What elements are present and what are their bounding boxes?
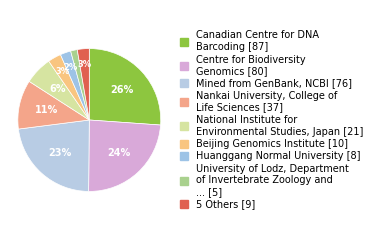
Legend: Canadian Centre for DNA
Barcoding [87], Centre for Biodiversity
Genomics [80], M: Canadian Centre for DNA Barcoding [87], … — [180, 30, 364, 210]
Text: 23%: 23% — [48, 148, 71, 158]
Text: 24%: 24% — [108, 148, 131, 157]
Text: 11%: 11% — [35, 105, 58, 115]
Wedge shape — [77, 48, 89, 120]
Text: 26%: 26% — [110, 85, 133, 95]
Wedge shape — [29, 61, 89, 120]
Wedge shape — [19, 120, 89, 192]
Text: 6%: 6% — [49, 84, 66, 94]
Wedge shape — [71, 50, 89, 120]
Wedge shape — [89, 120, 161, 192]
Wedge shape — [49, 55, 89, 120]
Text: 2%: 2% — [63, 63, 78, 72]
Wedge shape — [89, 48, 161, 125]
Text: 3%: 3% — [78, 60, 92, 69]
Wedge shape — [18, 81, 89, 129]
Text: 3%: 3% — [55, 67, 69, 76]
Wedge shape — [60, 51, 89, 120]
